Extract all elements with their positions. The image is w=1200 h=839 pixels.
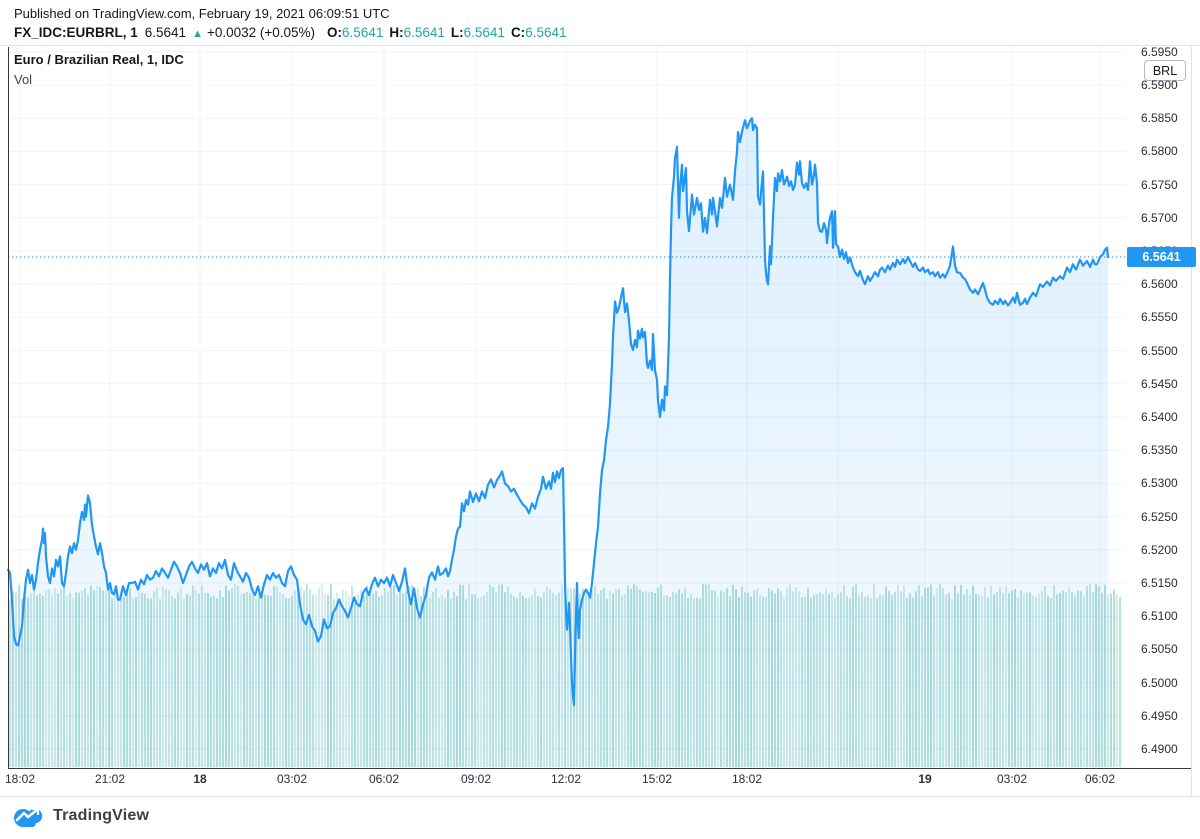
volume-indicator-label: Vol [14,72,33,87]
price-axis-label: 6.5150 [1141,576,1178,590]
price-axis-label: 6.4950 [1141,708,1178,723]
tradingview-logo-text: TradingView [53,807,150,824]
time-axis-label: 06:02 [1084,772,1116,786]
price-axis-label: 6.5400 [1141,410,1178,424]
symbol-name: FX_IDC:EURBRL, 1 [14,25,138,40]
time-axis-label: 03:02 [996,772,1028,786]
price-area-fill [8,118,1108,767]
time-axis-label: 18:02 [4,772,36,786]
time-axis-label: 19 [918,772,932,786]
time-axis-label: 12:02 [550,772,582,786]
high-label: H: [389,25,404,40]
price-axis[interactable]: 6.5950 6.5900 6.5850 6.5800 6.5750 6.5700 6.56… [1141,45,1200,768]
symbol-info-line: FX_IDC:EURBRL, 1 6.5641 ▲ +0.0032 (+0.05%) O… [14,25,566,40]
last-price-badge: 6.5641 [1127,246,1196,267]
price-axis-label: 6.5800 [1141,144,1178,159]
close-label: C: [510,25,526,40]
tradingview-cloud-icon [14,807,43,827]
change-value: +0.0032 (+0.05%) [206,25,316,40]
time-axis[interactable]: 18:02 21:02 18 03:02 06:02 09:02 12:02 15:02 18:… [0,769,1200,795]
price-axis-label: 6.5300 [1141,476,1178,491]
chart-title: Euro / Brazilian Real, 1, IDC [14,52,184,67]
up-arrow-icon: ▲ [192,28,203,40]
price-axis-label: 6.5950 [1141,44,1178,59]
price-axis-label: 6.5200 [1141,542,1178,557]
price-axis-label: 6.5850 [1141,111,1178,126]
currency-badge: BRL [1144,60,1186,81]
price-chart-canvas[interactable] [0,0,1200,800]
price-axis-label: 6.5550 [1141,310,1178,325]
price-axis-label: 6.4900 [1141,742,1178,756]
time-axis-label: 09:02 [460,772,492,786]
low-label: L: [450,25,464,40]
low-value: 6.5641 [463,25,505,40]
price-axis-label: 6.5500 [1141,343,1178,358]
open-value: 6.5641 [342,25,384,40]
last-price-value: 6.5641 [144,25,187,40]
price-axis-label: 6.5250 [1141,509,1178,524]
time-axis-label: 15:02 [641,772,673,786]
published-line: Published on TradingView.com, February 1… [14,6,390,21]
time-axis-label: 18 [193,772,207,786]
price-axis-label: 6.5100 [1141,609,1178,624]
tradingview-logo[interactable]: TradingView [12,804,149,828]
price-axis-label: 6.5750 [1141,177,1178,192]
price-axis-label: 6.5000 [1141,675,1178,690]
time-axis-label: 21:02 [94,772,126,786]
price-axis-label: 6.5350 [1141,443,1178,458]
time-axis-label: 03:02 [276,772,308,786]
price-axis-label: 6.5050 [1141,642,1178,657]
time-axis-label: 18:02 [731,772,763,786]
price-axis-label: 6.5600 [1141,277,1178,292]
price-axis-label: 6.5450 [1141,376,1178,391]
open-label: O: [327,25,343,40]
price-axis-label: 6.5900 [1141,78,1178,92]
price-line [6,117,1110,707]
price-axis-label: 6.5700 [1141,210,1178,225]
high-value: 6.5641 [403,25,445,40]
close-value: 6.5641 [525,25,567,40]
time-axis-label: 06:02 [368,772,400,786]
